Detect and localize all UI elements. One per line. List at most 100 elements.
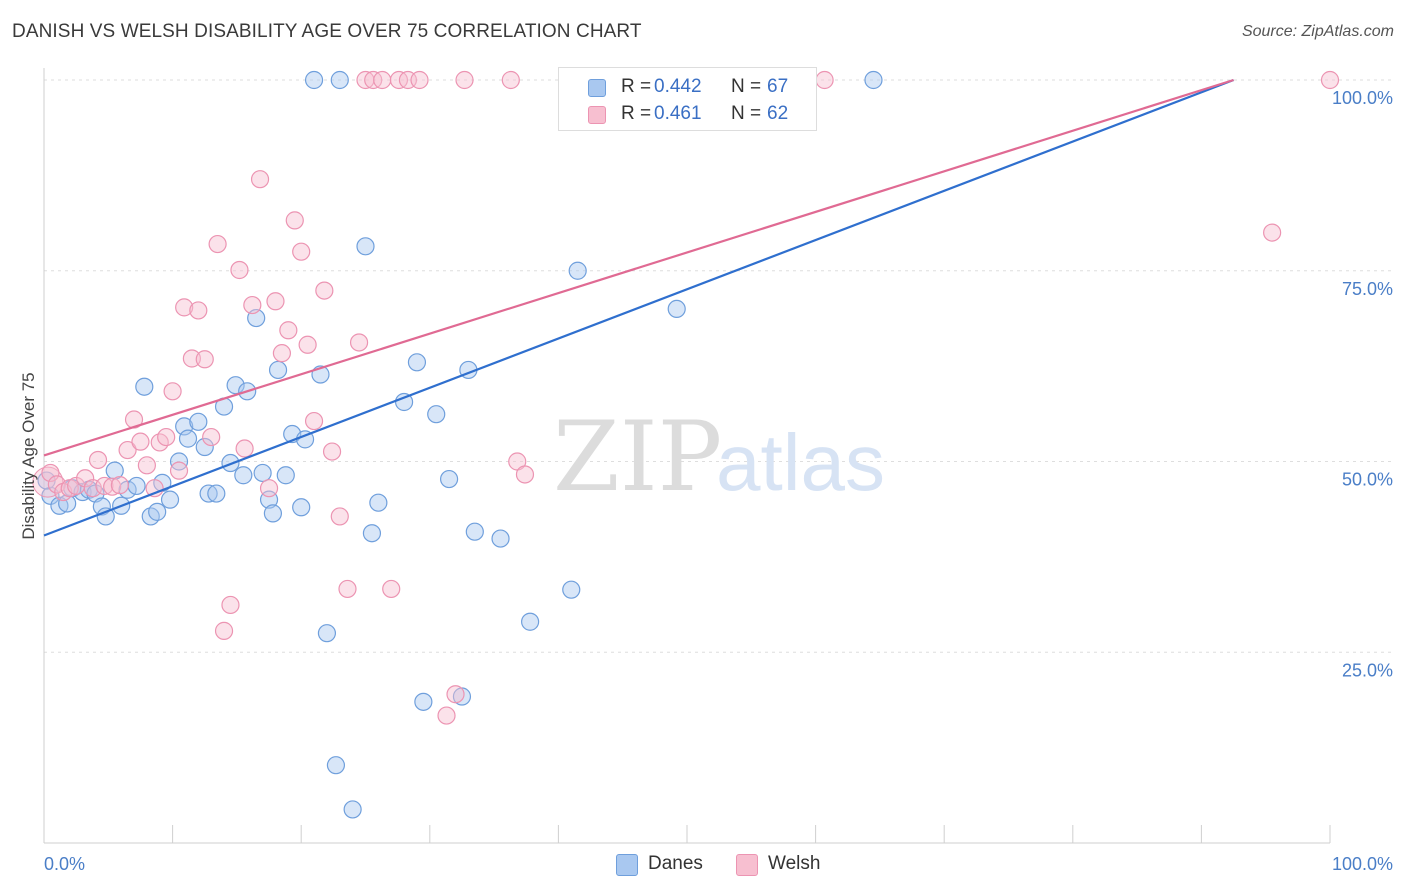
welsh-trend-line bbox=[43, 78, 1234, 457]
welsh-point-33 bbox=[266, 292, 285, 311]
danes-point-21 bbox=[189, 412, 208, 431]
x-tick-label-0: 0.0% bbox=[44, 854, 85, 874]
welsh-point-54 bbox=[455, 70, 474, 90]
danes-point-15 bbox=[148, 502, 167, 521]
welsh-point-19 bbox=[169, 461, 189, 480]
welsh-point-30 bbox=[243, 295, 262, 315]
grid-lines bbox=[44, 79, 1394, 653]
welsh-point-13 bbox=[131, 432, 150, 451]
welsh-r-value: 0.461 bbox=[654, 103, 702, 124]
welsh-point-34 bbox=[272, 344, 292, 363]
y-tick-label-0: 25.0% bbox=[1342, 660, 1393, 680]
legend-row-danes: R = 0.442 N = 67 bbox=[559, 72, 816, 102]
danes-point-41 bbox=[317, 624, 337, 643]
welsh-point-37 bbox=[292, 242, 311, 261]
welsh-point-25 bbox=[208, 234, 227, 254]
danes-point-27 bbox=[226, 376, 245, 395]
watermark-atlas: atlas bbox=[716, 418, 885, 507]
danes-point-39 bbox=[304, 70, 324, 90]
danes-legend-label: Danes bbox=[648, 853, 703, 874]
welsh-swatch bbox=[588, 106, 606, 124]
series-legend: Danes Welsh bbox=[0, 852, 1406, 878]
welsh-point-5 bbox=[76, 469, 95, 488]
watermark-zip: ZIP bbox=[553, 401, 722, 513]
danes-point-44 bbox=[343, 800, 362, 819]
y-tick-label-2: 75.0% bbox=[1342, 279, 1393, 299]
welsh-point-59 bbox=[815, 70, 834, 90]
x-tick-labels: 0.0% 100.0% bbox=[44, 854, 1393, 874]
danes-point-31 bbox=[253, 463, 272, 483]
welsh-n-value: 62 bbox=[767, 103, 789, 124]
danes-point-23 bbox=[199, 484, 218, 503]
y-axis-label: Disability Age Over 75 bbox=[19, 372, 38, 539]
danes-point-24 bbox=[207, 484, 226, 503]
welsh-point-55 bbox=[501, 70, 520, 90]
welsh-point-31 bbox=[250, 170, 270, 189]
welsh-point-29 bbox=[235, 439, 254, 458]
danes-point-58 bbox=[562, 580, 581, 599]
danes-point-20 bbox=[178, 429, 198, 448]
danes-point-50 bbox=[414, 692, 433, 711]
welsh-point-20 bbox=[175, 298, 194, 317]
danes-point-37 bbox=[292, 498, 311, 517]
danes-r-value: 0.442 bbox=[654, 76, 702, 97]
welsh-n-label: N = bbox=[731, 103, 762, 124]
welsh-point-9 bbox=[103, 477, 122, 496]
welsh-point-27 bbox=[221, 595, 240, 615]
danes-r-label: R = bbox=[621, 76, 652, 97]
welsh-point-39 bbox=[304, 411, 324, 431]
danes-point-57 bbox=[521, 612, 540, 631]
welsh-point-35 bbox=[279, 321, 298, 340]
chart-title: DANISH VS WELSH DISABILITY AGE OVER 75 C… bbox=[12, 21, 642, 42]
welsh-point-7 bbox=[88, 450, 108, 470]
source-credit: Source: ZipAtlas.com bbox=[1241, 23, 1394, 40]
welsh-point-42 bbox=[330, 507, 349, 526]
danes-point-49 bbox=[407, 353, 427, 372]
danes-swatch bbox=[588, 79, 606, 97]
welsh-point-8 bbox=[95, 476, 114, 496]
danes-point-13 bbox=[135, 377, 154, 396]
danes-point-43 bbox=[330, 70, 349, 90]
danes-point-33 bbox=[263, 504, 283, 523]
x-tick-label-1: 100.0% bbox=[1332, 854, 1393, 874]
watermark: ZIP atlas bbox=[553, 401, 885, 513]
danes-point-17 bbox=[160, 490, 180, 509]
danes-n-label: N = bbox=[731, 76, 762, 97]
welsh-point-48 bbox=[382, 579, 401, 599]
y-tick-label-3: 100.0% bbox=[1332, 88, 1393, 108]
welsh-point-61 bbox=[1320, 70, 1340, 90]
danes-points bbox=[32, 70, 883, 819]
danes-n-value: 67 bbox=[767, 76, 789, 97]
danes-point-22 bbox=[195, 437, 214, 457]
welsh-point-51 bbox=[410, 70, 429, 90]
danes-legend-swatch bbox=[616, 854, 638, 876]
danes-point-34 bbox=[268, 360, 288, 380]
welsh-point-44 bbox=[349, 333, 369, 352]
welsh-point-10 bbox=[110, 476, 129, 495]
danes-trend-extension bbox=[1072, 79, 1234, 143]
danes-point-51 bbox=[427, 405, 446, 424]
welsh-point-14 bbox=[137, 456, 156, 475]
danes-point-56 bbox=[491, 529, 510, 548]
y-tick-label-1: 50.0% bbox=[1342, 470, 1393, 490]
danes-trend-line bbox=[43, 78, 1234, 537]
welsh-point-6 bbox=[83, 479, 102, 498]
welsh-legend-label: Welsh bbox=[768, 853, 821, 874]
welsh-point-32 bbox=[259, 479, 279, 498]
welsh-point-0 bbox=[41, 463, 60, 483]
welsh-point-18 bbox=[163, 382, 182, 401]
welsh-point-52 bbox=[437, 706, 456, 725]
stats-legend: R = 0.442 N = 67 R = 0.461 N = 62 bbox=[558, 67, 817, 131]
legend-row-welsh: R = 0.461 N = 62 bbox=[559, 99, 816, 129]
welsh-point-36 bbox=[285, 211, 304, 230]
danes-point-18 bbox=[169, 452, 189, 471]
welsh-point-41 bbox=[322, 442, 342, 461]
welsh-point-28 bbox=[230, 260, 249, 280]
danes-point-59 bbox=[568, 261, 587, 280]
welsh-point-26 bbox=[214, 621, 234, 640]
danes-point-64 bbox=[667, 299, 686, 318]
danes-point-8 bbox=[96, 507, 115, 526]
welsh-r-label: R = bbox=[621, 103, 652, 124]
danes-point-55 bbox=[465, 522, 484, 541]
